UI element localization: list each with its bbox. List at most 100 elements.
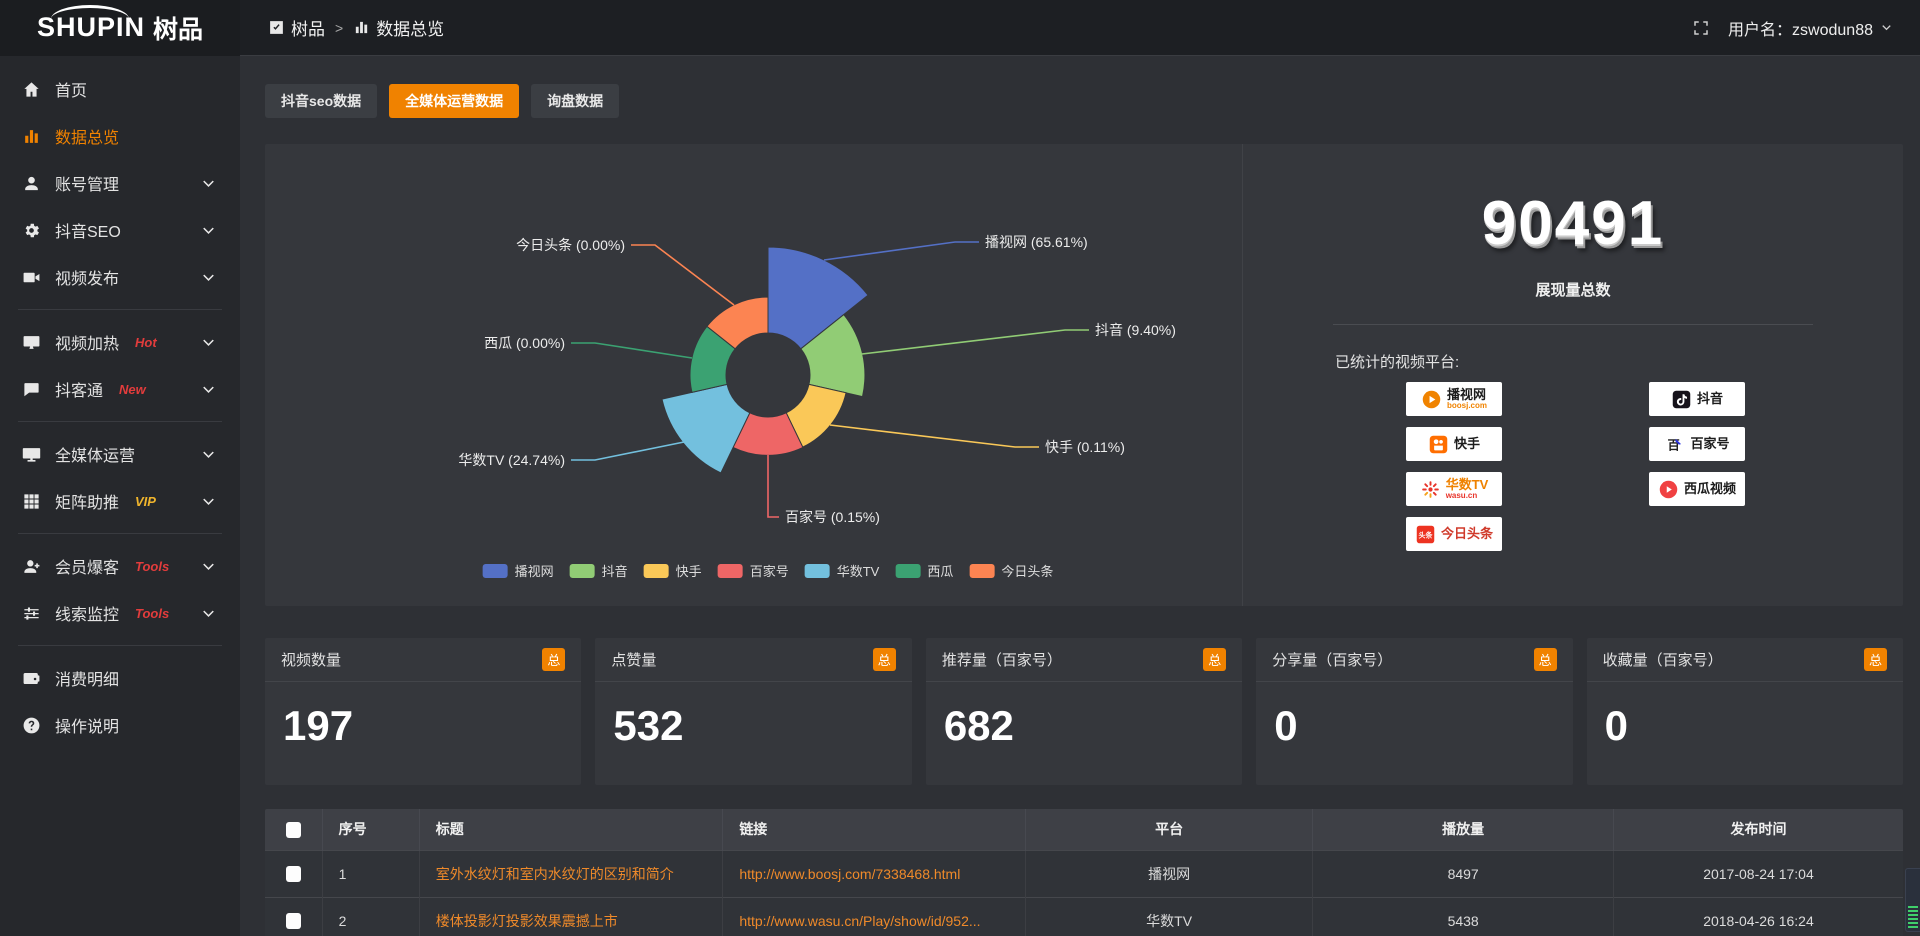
chevron-down-icon [199,221,218,240]
sidebar-item-home[interactable]: 首页 [0,67,240,111]
grid-icon [22,492,41,511]
sidebar: 首页数据总览账号管理 抖音SEO 视频发布视频加热 Hot 抖客通 New 全媒体运营 矩阵助… [0,56,240,936]
row-checkbox[interactable] [285,913,301,930]
toutiao-logo-icon: 头条 [1415,524,1436,545]
row-plays-cell: 5438 [1312,896,1614,936]
main-content: 抖音seo数据 全媒体运营数据 询盘数据 播视网 (65.61%) 抖音 (9.40%… [240,56,1920,936]
chevron-down-icon [199,268,218,287]
video-title-link[interactable]: 楼体投影灯投影效果震撼上市 [435,912,618,929]
platform-share-chart: 播视网 (65.61%) 抖音 (9.40%) 快手 (0.11%) 百家号 (0.1… [265,144,1242,606]
floating-widget-stripes [1908,906,1918,928]
stat-card-value: 682 [943,702,1014,749]
sidebar-item-tag: New [119,381,146,397]
floating-widget[interactable] [1905,868,1920,932]
legend-item-华数TV[interactable]: 华数TV [804,561,880,580]
topbar-right: 用户名：zswodun88 [1692,16,1920,40]
row-checkbox-cell [265,896,323,936]
legend-label: 快手 [675,564,702,579]
sidebar-item-account-manage[interactable]: 账号管理 [0,161,240,205]
pie-label-line [823,241,979,261]
row-platform-cell: 播视网 [1025,849,1314,897]
table-header-4: 播放量 [1312,809,1614,850]
sidebar-item-data-overview[interactable]: 数据总览 [0,114,240,158]
legend-item-西瓜[interactable]: 西瓜 [895,561,953,580]
platform-badge-douyin: 抖音 [1649,382,1745,416]
sidebar-item-video-publish[interactable]: 视频发布 [0,255,240,299]
select-all-checkbox[interactable] [285,821,301,838]
legend-item-快手[interactable]: 快手 [643,561,702,580]
sidebar-item-video-heat[interactable]: 视频加热 Hot [0,320,240,364]
impressions-total-label: 展现量总数 [1535,282,1611,299]
total-badge: 总 [1533,648,1557,671]
row-index-cell: 1 [322,849,420,897]
sidebar-item-consume-detail[interactable]: 消费明细 [0,656,240,700]
logo-text-en: SHUPIN [37,5,145,41]
chevron-down-icon [199,604,218,623]
sidebar-divider [18,533,222,534]
platforms-label: 已统计的视频平台: [1335,354,1460,371]
sidebar-item-member-baoke[interactable]: 会员爆客 Tools [0,544,240,588]
video-icon [22,268,41,287]
sidebar-item-operation-guide[interactable]: 操作说明 [0,703,240,747]
table-header-5: 发布时间 [1613,809,1903,850]
sidebar-item-label: 数据总览 [55,130,120,147]
platform-badge-text: 快手 [1454,437,1480,451]
fullscreen-icon[interactable] [1692,19,1710,37]
logo: SHUPIN 树品 [0,0,240,56]
legend-item-播视网[interactable]: 播视网 [482,561,554,580]
sidebar-item-douketong[interactable]: 抖客通 New [0,367,240,411]
sidebar-divider [18,645,222,646]
pie-label-华数TV: 华数TV (24.74%) [458,452,565,468]
tab-inquiry-data[interactable]: 询盘数据 [531,84,620,118]
user-icon [22,174,41,193]
sidebar-item-tag: Hot [135,334,157,350]
platform-badge-sub: boosj.com [1446,400,1487,410]
pie-label-line [767,455,779,518]
platform-badge-text: 播视网 boosj.com [1447,388,1487,410]
platform-badge-label: 西瓜视频 [1683,481,1736,497]
pie-slice-华数TV[interactable] [661,383,751,474]
breadcrumb: 树品 > 数据总览 [268,15,444,40]
legend-label: 抖音 [601,564,628,579]
wallet-icon [22,669,41,688]
home-icon [22,80,41,99]
pie-label-百家号: 百家号 (0.15%) [785,509,880,525]
platform-badges-column-1: 播视网 boosj.com 快手 华数TV wasu.cn 头条 今日头条 [1406,382,1516,562]
pie-slice-抖音[interactable] [800,313,866,398]
tab-douyin-seo-data[interactable]: 抖音seo数据 [265,84,378,118]
legend-item-抖音[interactable]: 抖音 [569,561,628,580]
gear-icon [22,221,41,240]
legend-item-今日头条[interactable]: 今日头条 [969,561,1053,580]
row-checkbox[interactable] [285,866,301,883]
breadcrumb-current[interactable]: 数据总览 [353,15,444,40]
sidebar-item-douyin-seo[interactable]: 抖音SEO [0,208,240,252]
pie-slice-今日头条[interactable] [706,296,769,350]
legend-swatch [969,563,995,578]
stat-card-header: 点赞量 总 [595,638,912,682]
user-menu[interactable]: 用户名：zswodun88 [1728,16,1894,40]
stat-card-share-count: 分享量（百家号） 总 0 [1256,638,1573,785]
breadcrumb-home[interactable]: 树品 [268,15,325,40]
platform-badge-text: 西瓜视频 [1684,482,1736,496]
video-url-link[interactable]: http://www.wasu.cn/Play/show/id/952... [739,912,981,929]
legend-item-百家号[interactable]: 百家号 [717,561,789,580]
summary-divider [1333,324,1813,325]
pie-slice-播视网[interactable] [767,246,869,350]
sidebar-item-matrix-boost[interactable]: 矩阵助推 VIP [0,479,240,523]
platform-badge-kuaishou: 快手 [1406,427,1502,461]
platform-badge-boosj: 播视网 boosj.com [1406,382,1502,416]
videos-table-wrap: 序号 标题 链接 平台 播放量 发布时间 1 室外水纹灯和室内水纹灯的区别和简介 http:/… [265,809,1903,936]
platform-badge-sub: wasu.cn [1445,490,1478,500]
bar-chart-icon [353,19,370,36]
platform-badge-text: 百家号 [1690,437,1729,451]
sidebar-item-label: 操作说明 [55,719,120,736]
sidebar-item-clue-monitor[interactable]: 线索监控 Tools [0,591,240,635]
legend-label: 华数TV [836,564,880,579]
pie-label-播视网: 播视网 (65.61%) [985,234,1088,250]
video-url-link[interactable]: http://www.boosj.com/7338468.html [739,865,961,882]
rose-pie-chart: 播视网 (65.61%) 抖音 (9.40%) 快手 (0.11%) 百家号 (0.1… [458,234,1176,525]
sidebar-item-media-operation[interactable]: 全媒体运营 [0,432,240,476]
boosj-logo-icon [1421,389,1442,410]
tab-media-operation-data[interactable]: 全媒体运营数据 [389,84,520,118]
video-title-link[interactable]: 室外水纹灯和室内水纹灯的区别和简介 [435,865,674,882]
